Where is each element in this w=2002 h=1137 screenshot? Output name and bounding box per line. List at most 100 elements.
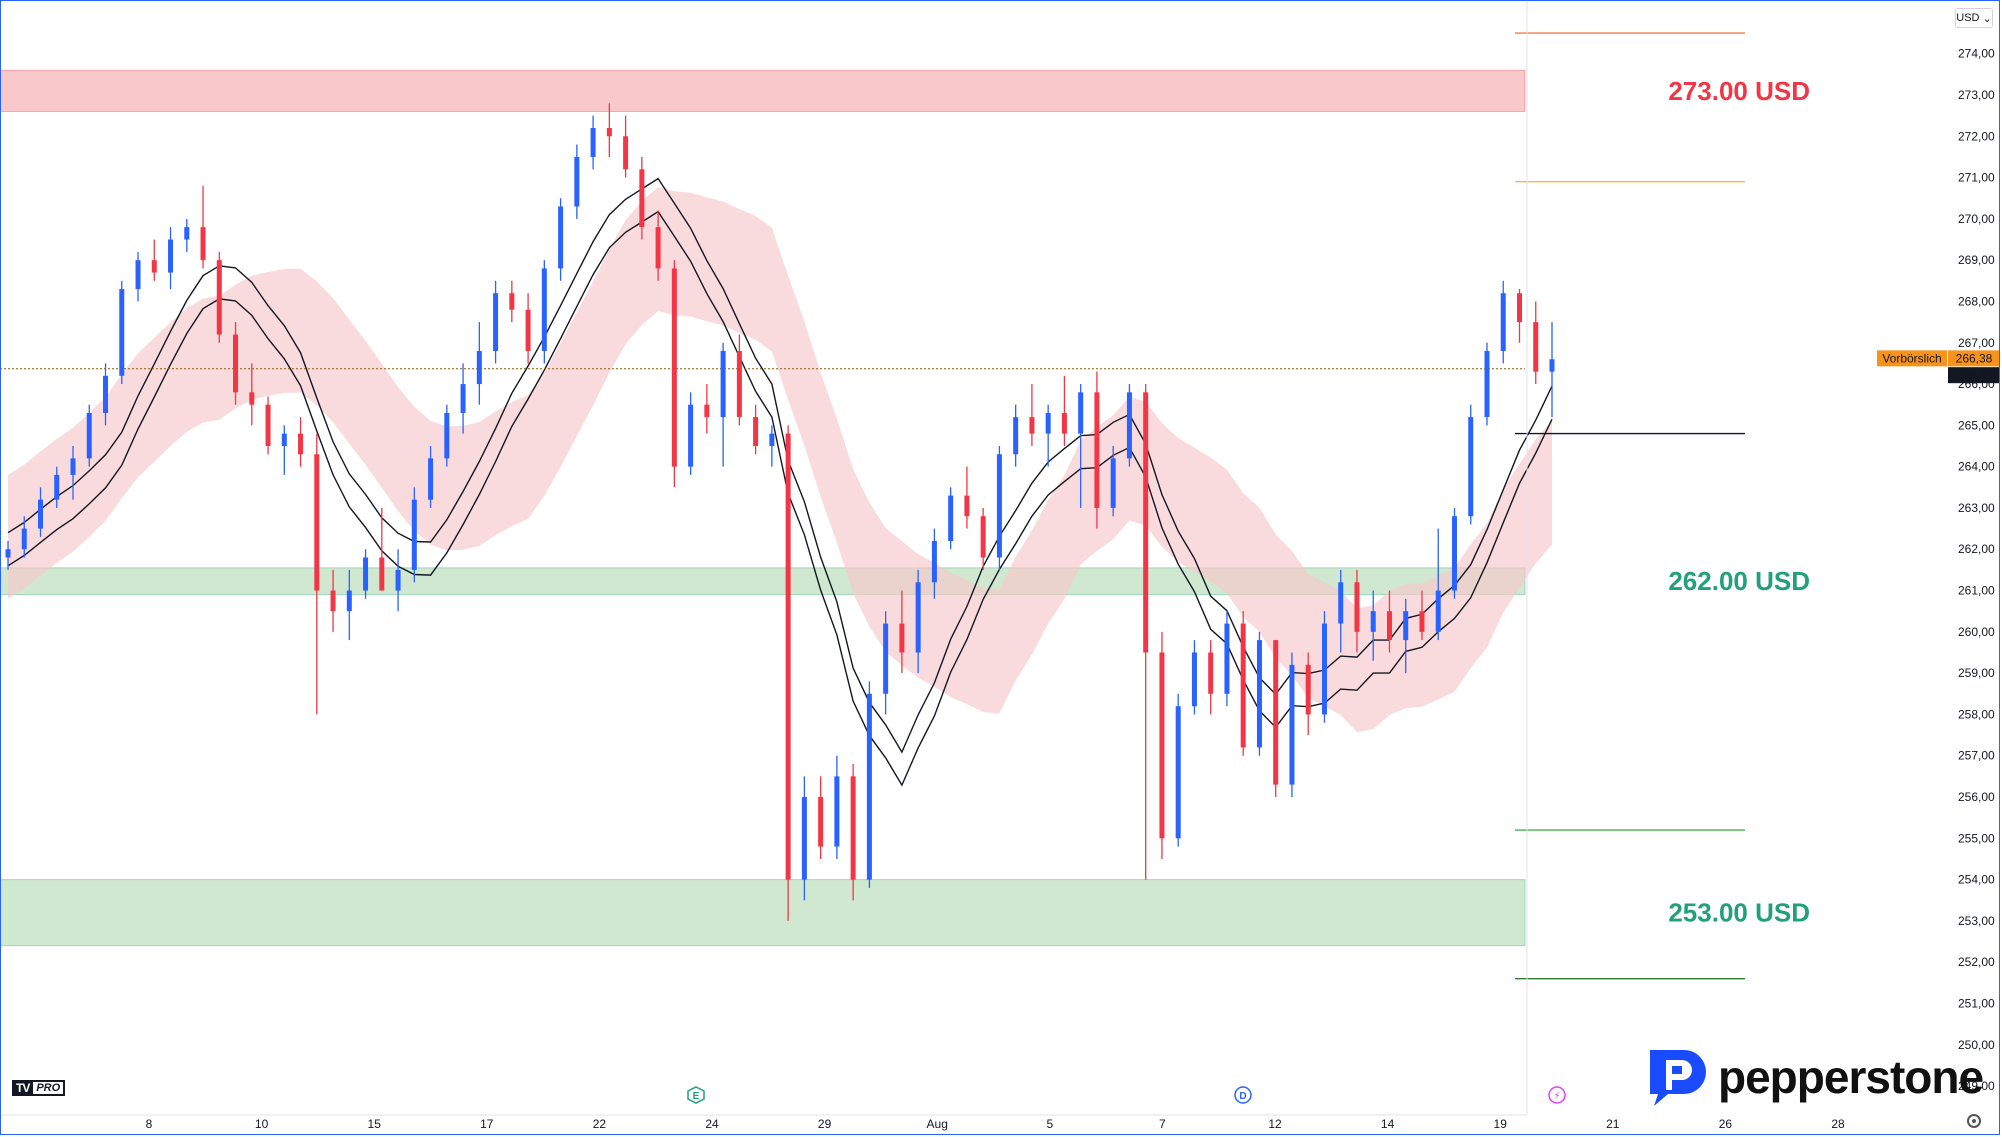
x-tick-4: 22 bbox=[593, 1117, 607, 1131]
candle-body-21 bbox=[346, 590, 352, 612]
y-tick-12: 262,00 bbox=[1958, 542, 1995, 556]
x-tick-10: 12 bbox=[1268, 1117, 1282, 1131]
x-tick-0: 8 bbox=[146, 1117, 153, 1131]
candle-body-22 bbox=[363, 557, 369, 591]
price-tag-value-1: 266,36 bbox=[1956, 368, 1993, 382]
candle-body-71 bbox=[1159, 652, 1165, 839]
candle-body-9 bbox=[151, 260, 157, 273]
y-tick-13: 261,00 bbox=[1958, 584, 1995, 598]
candle-body-40 bbox=[655, 227, 661, 269]
candle-body-0 bbox=[5, 549, 11, 558]
earnings-event-symbol: E bbox=[693, 1091, 700, 1102]
price-tag-0 bbox=[1948, 350, 2000, 367]
dividend-event-symbol: D bbox=[1239, 1091, 1246, 1102]
price-tag-1 bbox=[1948, 367, 2000, 384]
x-tick-11: 14 bbox=[1381, 1117, 1395, 1131]
tradingview-logo[interactable]: TV PRO bbox=[12, 1080, 66, 1096]
price-axis[interactable]: 274,00 273,00 272,00 271,00 270,00 269,00 268,… bbox=[1526, 0, 2000, 1115]
zone-labels: 273.00 USD 262.00 USD 253.00 USD bbox=[1668, 76, 1810, 928]
candle-body-87 bbox=[1419, 611, 1425, 632]
candle-body-64 bbox=[1045, 412, 1051, 434]
candle-body-73 bbox=[1191, 652, 1197, 707]
candle-body-86 bbox=[1403, 611, 1409, 641]
candle-body-2 bbox=[38, 499, 44, 529]
candle-body-63 bbox=[1029, 417, 1035, 434]
tv-logo-text: TV bbox=[12, 1080, 34, 1096]
y-tick-21: 253,00 bbox=[1958, 914, 1995, 928]
candle-body-50 bbox=[818, 797, 824, 847]
candle-body-55 bbox=[899, 623, 905, 653]
candle-body-34 bbox=[558, 206, 564, 269]
y-tick-15: 259,00 bbox=[1958, 666, 1995, 680]
candle-body-47 bbox=[769, 433, 775, 446]
candle-body-45 bbox=[736, 351, 742, 418]
pepperstone-brand: pepperstone bbox=[1640, 1046, 1984, 1108]
candle-body-41 bbox=[671, 268, 677, 467]
gear-icon[interactable] bbox=[1967, 1114, 1981, 1128]
candle-body-52 bbox=[850, 776, 856, 880]
time-axis[interactable]: 8 10 15 17 22 24 29 Aug 5 7 12 14 19 21 26 28 bbox=[0, 1114, 1845, 1131]
currency-button[interactable]: USD ⌄ bbox=[1955, 8, 1993, 28]
y-tick-23: 251,00 bbox=[1958, 997, 1995, 1011]
candle-body-54 bbox=[883, 623, 889, 694]
y-tick-1: 273,00 bbox=[1958, 88, 1995, 102]
candle-body-76 bbox=[1240, 623, 1246, 748]
x-tick-15: 28 bbox=[1831, 1117, 1845, 1131]
candle-body-26 bbox=[428, 458, 434, 500]
candle-body-58 bbox=[948, 495, 954, 541]
candle-body-59 bbox=[964, 495, 970, 517]
zone-label-1: 262.00 USD bbox=[1668, 566, 1810, 596]
y-tick-10: 264,00 bbox=[1958, 460, 1995, 474]
candle-body-94 bbox=[1533, 322, 1539, 372]
candle-body-30 bbox=[493, 293, 499, 352]
y-tick-19: 255,00 bbox=[1958, 831, 1995, 845]
candle-body-74 bbox=[1208, 652, 1214, 694]
y-tick-14: 260,00 bbox=[1958, 625, 1995, 639]
candle-body-48 bbox=[785, 433, 791, 880]
y-tick-2: 272,00 bbox=[1958, 129, 1995, 143]
y-tick-9: 265,00 bbox=[1958, 418, 1995, 432]
price-zones bbox=[0, 69, 1526, 947]
candle-body-32 bbox=[525, 309, 531, 352]
candle-body-1 bbox=[21, 528, 27, 550]
y-tick-5: 269,00 bbox=[1958, 253, 1995, 267]
candle-body-43 bbox=[704, 404, 710, 418]
x-tick-3: 17 bbox=[480, 1117, 494, 1131]
candle-body-24 bbox=[395, 569, 401, 591]
candle-body-36 bbox=[590, 128, 596, 157]
candle-body-49 bbox=[801, 797, 807, 880]
candle-body-18 bbox=[298, 433, 304, 455]
candle-body-14 bbox=[233, 334, 239, 393]
y-tick-3: 271,00 bbox=[1958, 171, 1995, 185]
candle-body-80 bbox=[1305, 664, 1311, 715]
candle-body-4 bbox=[70, 458, 76, 475]
candle-body-57 bbox=[931, 540, 937, 583]
split-event-symbol: ⚡ bbox=[1553, 1091, 1560, 1102]
x-tick-5: 24 bbox=[705, 1117, 719, 1131]
y-tick-24: 250,00 bbox=[1958, 1038, 1995, 1052]
y-tick-20: 254,00 bbox=[1958, 873, 1995, 887]
moving-average-lower bbox=[7, 210, 1553, 787]
dividend-event-icon[interactable]: D bbox=[1234, 1086, 1252, 1104]
candle-body-37 bbox=[606, 128, 612, 137]
candle-body-83 bbox=[1354, 582, 1360, 632]
price-tag-label-0: Vorbörslich bbox=[1882, 351, 1941, 365]
horizontal-levels bbox=[0, 32, 1745, 980]
candle-body-39 bbox=[639, 169, 645, 228]
price-tag-value-0: 266,38 bbox=[1956, 351, 1993, 365]
y-tick-4: 270,00 bbox=[1958, 212, 1995, 226]
candle-body-27 bbox=[444, 412, 450, 459]
candle-body-56 bbox=[915, 582, 921, 653]
price-tag-label-bg-0 bbox=[1877, 350, 1947, 367]
candle-body-82 bbox=[1338, 582, 1344, 624]
split-event-icon[interactable]: ⚡ bbox=[1548, 1086, 1566, 1104]
earnings-event-icon[interactable]: E bbox=[687, 1086, 705, 1104]
y-tick-22: 252,00 bbox=[1958, 955, 1995, 969]
x-tick-8: 5 bbox=[1046, 1117, 1053, 1131]
x-tick-6: 29 bbox=[818, 1117, 832, 1131]
candle-body-53 bbox=[866, 693, 872, 880]
candle-body-67 bbox=[1094, 392, 1100, 508]
candle-body-42 bbox=[688, 404, 694, 467]
y-tick-7: 267,00 bbox=[1958, 336, 1995, 350]
